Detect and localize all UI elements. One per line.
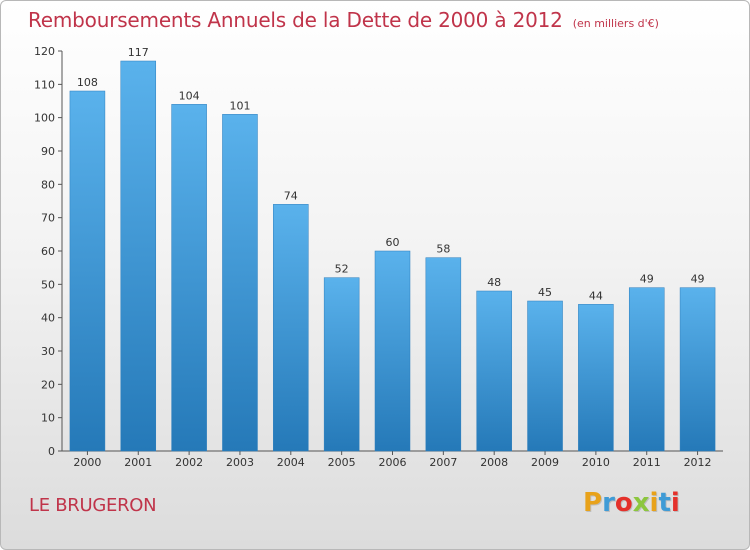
chart-subtitle: (en milliers d'€) (572, 17, 659, 30)
y-tick-label: 70 (41, 212, 55, 225)
value-label: 58 (436, 243, 450, 256)
y-tick-label: 20 (41, 378, 55, 391)
bar-2010[interactable] (578, 304, 614, 452)
value-label: 74 (284, 189, 298, 202)
bar-2012[interactable] (679, 287, 716, 452)
bar-2007[interactable] (425, 257, 462, 452)
y-tick-label: 0 (48, 445, 55, 458)
y-tick-label: 30 (41, 345, 55, 358)
logo-letter: i (649, 488, 659, 518)
value-label: 48 (487, 276, 501, 289)
logo-letter: i (670, 488, 680, 518)
logo-letter: P (583, 488, 603, 518)
bar-2001[interactable] (120, 60, 157, 452)
x-tick-label: 2001 (124, 456, 152, 469)
y-tick-label: 80 (41, 178, 55, 191)
value-label: 60 (386, 236, 400, 249)
label-layer: 108 117 104 101 74 52 60 58 48 45 44 49 49 (77, 46, 705, 302)
y-tick-label: 100 (34, 112, 55, 125)
place-name: LE BRUGERON (29, 495, 157, 516)
bar-2008[interactable] (476, 290, 512, 452)
proxiti-logo[interactable]: Proxiti (583, 488, 680, 518)
x-tick-label: 2004 (277, 456, 305, 469)
value-label: 49 (691, 273, 705, 286)
bar-2005[interactable] (323, 277, 360, 452)
logo-letter: x (632, 488, 650, 518)
bar-2011[interactable] (628, 287, 665, 452)
x-tick-label: 2009 (531, 456, 559, 469)
logo-letter: t (658, 488, 671, 518)
axis-layer: 0 10 20 30 40 50 60 70 80 90 100 110 120 2000 2001 2002… (34, 45, 723, 469)
x-tick-label: 2008 (480, 456, 508, 469)
x-tick-label: 2000 (73, 456, 101, 469)
value-label: 52 (335, 263, 349, 276)
value-label: 49 (640, 273, 654, 286)
chart-title: Remboursements Annuels de la Dette de 20… (28, 8, 563, 32)
value-label: 104 (179, 89, 200, 102)
bar-2003[interactable] (222, 114, 258, 452)
value-label: 44 (589, 289, 603, 302)
bar-2000[interactable] (69, 90, 106, 452)
title-row: Remboursements Annuels de la Dette de 20… (28, 8, 659, 32)
bar-2002[interactable] (171, 104, 207, 452)
x-tick-label: 2005 (328, 456, 356, 469)
y-tick-label: 60 (41, 245, 55, 258)
value-label: 101 (229, 99, 250, 112)
bar-2009[interactable] (527, 300, 563, 452)
x-tick-label: 2011 (633, 456, 661, 469)
x-tick-label: 2002 (175, 456, 203, 469)
x-tick-label: 2010 (582, 456, 610, 469)
y-tick-label: 10 (41, 412, 55, 425)
x-tick-label: 2003 (226, 456, 254, 469)
x-tick-label: 2012 (684, 456, 712, 469)
bar-2006[interactable] (374, 250, 411, 452)
value-label: 117 (128, 46, 149, 59)
y-tick-label: 120 (34, 45, 55, 58)
logo-letter: r (602, 488, 615, 518)
value-label: 45 (538, 286, 552, 299)
bar-2004[interactable] (273, 204, 309, 452)
y-tick-label: 40 (41, 312, 55, 325)
y-tick-label: 90 (41, 145, 55, 158)
y-tick-label: 110 (34, 78, 55, 91)
value-label: 108 (77, 76, 98, 89)
x-tick-label: 2007 (429, 456, 457, 469)
x-tick-label: 2006 (379, 456, 407, 469)
logo-letter: o (614, 488, 633, 518)
y-tick-label: 50 (41, 278, 55, 291)
bar-layer (69, 60, 716, 452)
